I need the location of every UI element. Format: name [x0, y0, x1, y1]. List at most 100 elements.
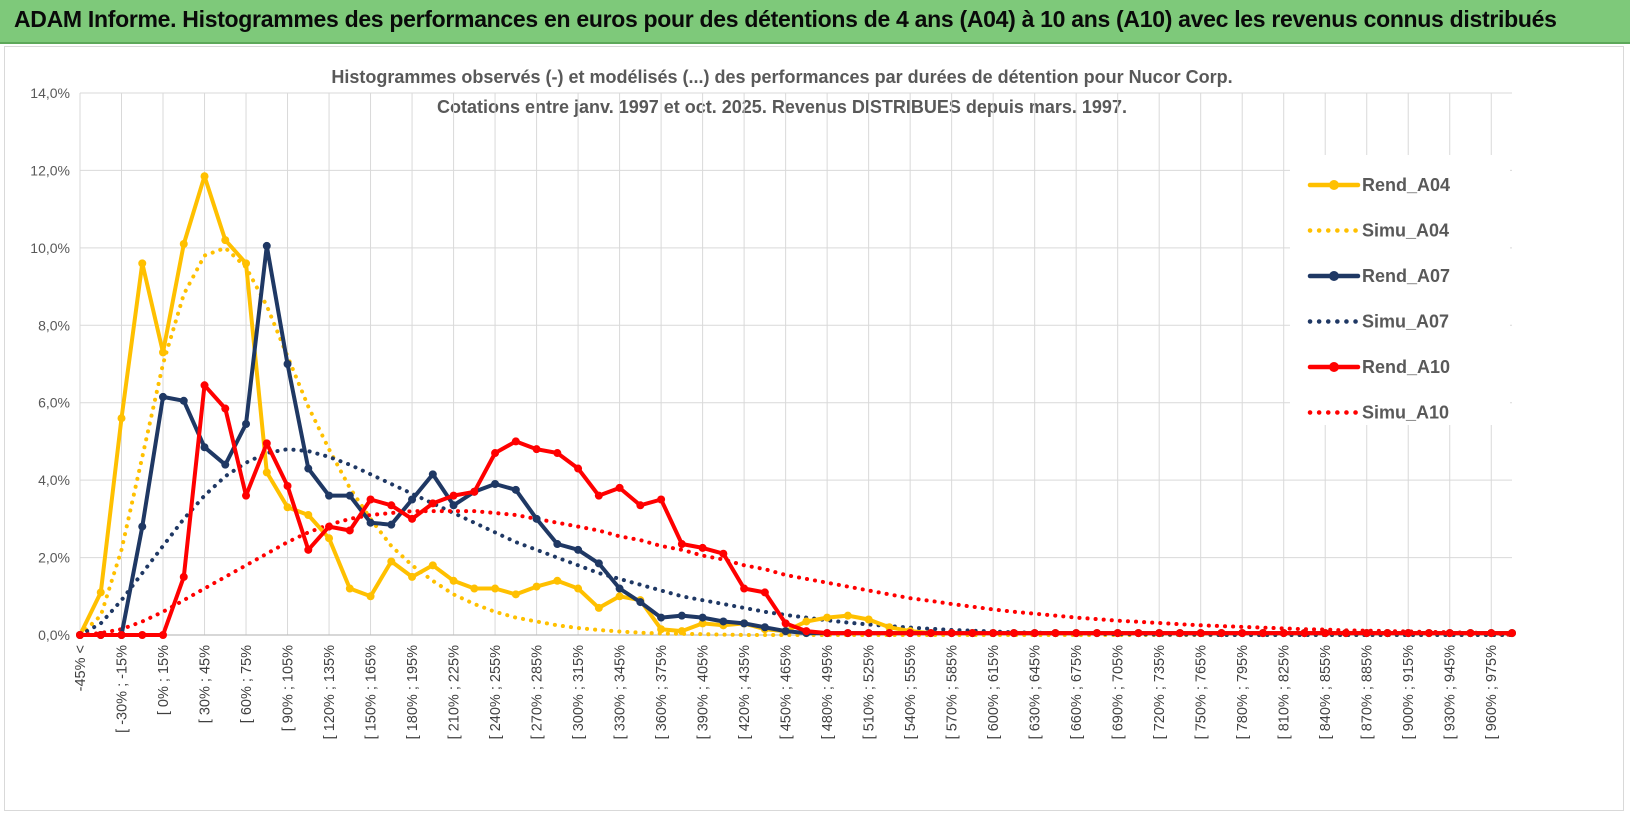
x-tick-label: [ 930% ; 945%: [1443, 645, 1459, 739]
y-tick-label: 6,0%: [38, 395, 70, 411]
point-rend_a07: [532, 514, 541, 523]
x-tick-label: [ 450% ; 465%: [779, 645, 795, 739]
point-rend_a10: [366, 495, 375, 504]
x-tick-label: [ 210% ; 225%: [447, 645, 463, 739]
point-rend_a10: [843, 629, 852, 638]
point-rend_a04: [802, 617, 811, 626]
point-rend_a04: [885, 623, 894, 632]
point-rend_a07: [698, 613, 707, 622]
legend-label-simu_a07: Simu_A07: [1362, 312, 1449, 332]
legend-label-simu_a04: Simu_A04: [1362, 221, 1449, 241]
point-rend_a10: [553, 449, 562, 458]
point-rend_a04: [283, 503, 292, 512]
point-rend_a10: [1155, 629, 1164, 638]
x-tick-label: [ 660% ; 675%: [1069, 645, 1085, 739]
x-tick-label: [ -30% ; -15%: [115, 645, 131, 733]
point-rend_a10: [1217, 629, 1226, 638]
point-rend_a10: [325, 522, 334, 531]
y-tick-label: 2,0%: [38, 550, 70, 566]
point-rend_a10: [532, 445, 541, 454]
series-line-rend_a10: [78, 383, 1514, 637]
point-rend_a10: [449, 491, 458, 500]
point-rend_a10: [1092, 629, 1101, 638]
point-rend_a04: [470, 584, 479, 593]
point-rend_a10: [1258, 629, 1267, 638]
point-rend_a07: [325, 491, 334, 500]
point-rend_a07: [387, 520, 396, 529]
point-rend_a10: [823, 629, 832, 638]
point-rend_a10: [636, 501, 645, 510]
point-rend_a04: [594, 603, 603, 612]
point-rend_a10: [262, 439, 271, 448]
point-rend_a10: [304, 545, 313, 554]
point-rend_a10: [781, 619, 790, 628]
legend-label-simu_a10: Simu_A10: [1362, 403, 1449, 423]
legend-box: [1290, 155, 1510, 425]
x-tick-label: -45% <: [73, 645, 89, 691]
y-tick-label: 14,0%: [30, 85, 70, 101]
legend-marker: [1329, 180, 1339, 190]
point-rend_a04: [657, 625, 666, 634]
point-rend_a07: [345, 491, 354, 500]
point-rend_a07: [366, 518, 375, 527]
point-rend_a10: [1030, 629, 1039, 638]
legend-marker: [1329, 362, 1339, 372]
series-line-simu_a07: [78, 447, 1514, 637]
point-rend_a07: [283, 360, 292, 368]
chart-legend: Rend_A04 Simu_A04 Rend_A07 Simu_A07 Rend_A10…: [1290, 155, 1510, 425]
report-banner-title: ADAM Informe. Histogrammes des performan…: [14, 6, 1557, 32]
point-rend_a07: [428, 470, 437, 479]
x-tick-label: [ 390% ; 405%: [696, 645, 712, 739]
point-rend_a10: [96, 631, 105, 639]
y-axis-ticks: 0,0% 2,0% 4,0% 6,0% 8,0% 10,0% 12,0% 14,0%: [30, 85, 70, 643]
x-tick-label: [ 750% ; 765%: [1194, 645, 1210, 739]
point-rend_a10: [1445, 629, 1454, 638]
y-tick-label: 12,0%: [30, 162, 70, 178]
point-rend_a04: [325, 534, 334, 543]
point-rend_a10: [511, 437, 520, 446]
point-rend_a07: [594, 559, 603, 568]
point-rend_a10: [677, 540, 686, 549]
point-rend_a07: [304, 464, 313, 473]
point-rend_a10: [1404, 629, 1413, 638]
x-tick-label: [ 570% ; 585%: [945, 645, 961, 739]
point-rend_a07: [491, 480, 500, 489]
point-rend_a10: [1508, 629, 1516, 638]
x-tick-label: [ 600% ; 615%: [986, 645, 1002, 739]
point-rend_a10: [574, 464, 583, 473]
x-tick-label: [ 870% ; 885%: [1360, 645, 1376, 739]
x-tick-label: [ 240% ; 255%: [488, 645, 504, 739]
point-rend_a10: [864, 629, 873, 638]
point-rend_a10: [138, 631, 147, 639]
point-rend_a10: [906, 629, 915, 638]
x-tick-label: [ 840% ; 855%: [1318, 645, 1334, 739]
y-tick-label: 4,0%: [38, 472, 70, 488]
series-lines: [76, 172, 1516, 639]
point-rend_a10: [1466, 629, 1475, 638]
point-rend_a07: [636, 598, 645, 607]
point-rend_a04: [677, 627, 686, 636]
chart-frame: [4, 46, 1624, 811]
point-rend_a04: [304, 510, 313, 519]
point-rend_a10: [1279, 629, 1288, 638]
point-rend_a10: [1072, 629, 1081, 638]
point-rend_a10: [345, 526, 354, 535]
point-rend_a10: [1196, 629, 1205, 638]
point-rend_a10: [1051, 629, 1060, 638]
point-rend_a10: [221, 404, 230, 413]
point-rend_a10: [698, 543, 707, 552]
point-rend_a10: [1238, 629, 1247, 638]
x-tick-label: [ 30% ; 45%: [198, 645, 214, 723]
x-tick-label: [ 900% ; 915%: [1401, 645, 1417, 739]
point-rend_a04: [698, 619, 707, 628]
point-rend_a10: [387, 501, 396, 510]
point-rend_a10: [1321, 629, 1330, 638]
x-tick-label: [ 150% ; 165%: [364, 645, 380, 739]
point-rend_a04: [262, 468, 271, 477]
x-tick-label: [ 180% ; 195%: [405, 645, 421, 739]
point-rend_a10: [594, 491, 603, 500]
point-rend_a10: [76, 631, 84, 639]
x-tick-label: [ 330% ; 345%: [613, 645, 629, 739]
point-rend_a10: [760, 588, 769, 597]
